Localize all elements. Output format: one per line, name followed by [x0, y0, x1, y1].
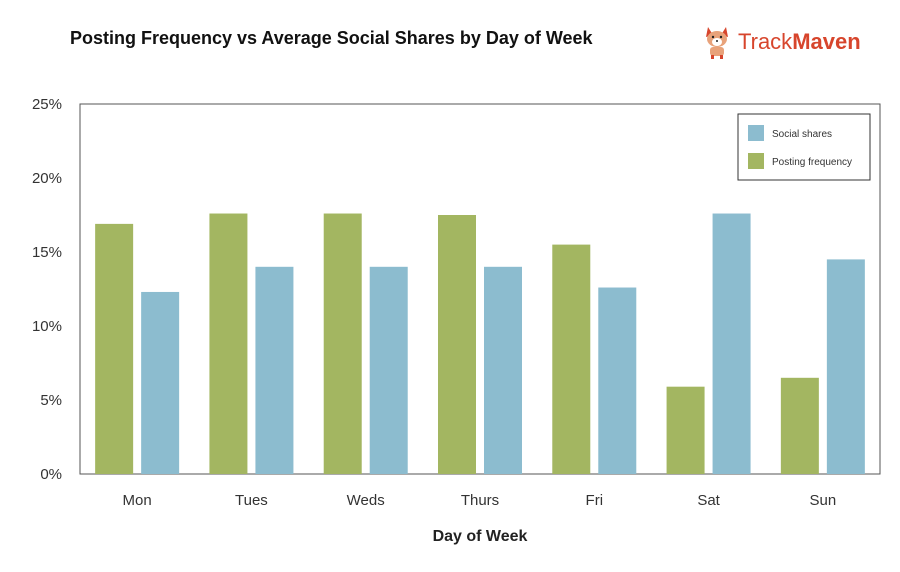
bar-posting-frequency [323, 213, 362, 474]
bar-posting-frequency [209, 213, 248, 474]
bar-social-shares [141, 291, 180, 474]
legend-label: Posting frequency [772, 157, 852, 168]
bar-social-shares [255, 266, 294, 474]
x-tick-label: Weds [347, 492, 385, 509]
x-tick-label: Sun [810, 492, 837, 509]
bars-group [95, 213, 865, 474]
x-tick-label: Fri [586, 492, 604, 509]
legend-label: Social shares [772, 129, 832, 140]
y-tick-label: 10% [32, 318, 62, 335]
brand-name: TrackMaven [738, 29, 861, 55]
legend: Social shares Posting frequency [737, 113, 871, 181]
bar-social-shares [598, 287, 637, 474]
bar-posting-frequency [438, 215, 476, 474]
brand-logo: TrackMaven [702, 22, 861, 62]
brand-name-part: Track [738, 29, 793, 54]
chart-title: Posting Frequency vs Average Social Shar… [70, 28, 593, 48]
y-tick-label: 25% [32, 96, 62, 113]
x-tick-label: Mon [123, 492, 152, 509]
bar-social-shares [369, 266, 408, 474]
y-tick-label: 0% [40, 466, 62, 483]
bar-posting-frequency [666, 386, 705, 474]
y-axis: 0% 5% 10% 15% 20% 25% [32, 96, 62, 483]
x-axis-title: Day of Week [432, 528, 528, 545]
y-tick-label: 5% [40, 392, 62, 409]
bar-posting-frequency [552, 244, 591, 474]
x-tick-label: Sat [697, 492, 720, 509]
x-axis: Mon Tues Weds Thurs Fri Sat Sun [123, 492, 837, 509]
plot-frame [79, 103, 881, 475]
bar-posting-frequency [780, 377, 819, 474]
bar-social-shares [826, 259, 865, 474]
y-tick-label: 15% [32, 244, 62, 261]
bar-posting-frequency [95, 223, 134, 474]
legend-swatch [748, 153, 764, 169]
corgi-logo-icon [706, 27, 728, 59]
x-tick-label: Thurs [461, 492, 499, 509]
x-tick-label: Tues [235, 492, 268, 509]
brand-name-part: Maven [792, 29, 861, 54]
legend-box [737, 113, 871, 181]
legend-swatch [748, 125, 764, 141]
y-tick-label: 20% [32, 170, 62, 187]
bar-social-shares [484, 266, 522, 474]
bar-social-shares [712, 213, 751, 474]
